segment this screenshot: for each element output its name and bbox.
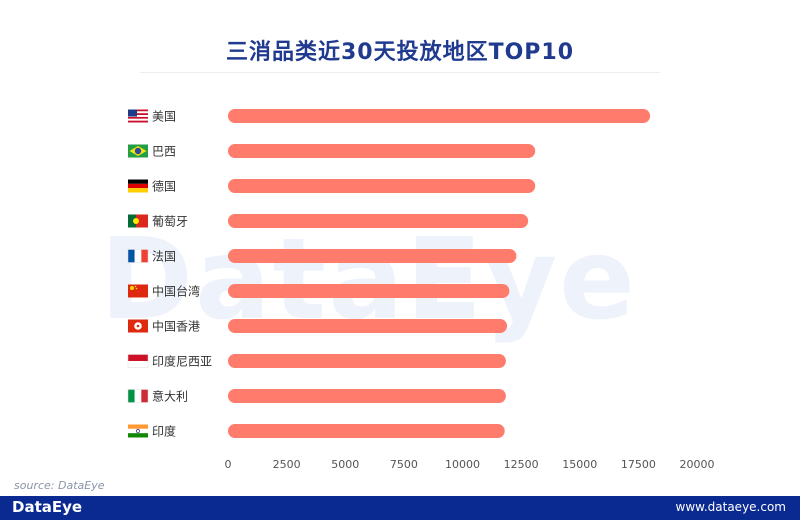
portugal-flag-icon (128, 214, 148, 228)
category-label: 巴西 (152, 145, 176, 159)
italy-flag-icon (127, 389, 149, 403)
category-label: 葡萄牙 (152, 215, 188, 229)
category-label: 意大利 (152, 389, 188, 404)
chart-title: 三消品类近30天投放地区TOP10 (225, 40, 575, 65)
hongkong-flag-icon (128, 319, 148, 333)
x-tick-label: 7500 (390, 458, 418, 471)
category-label: 中国台湾 (152, 284, 200, 299)
germany-flag-icon (128, 179, 148, 193)
india-flag-icon (128, 424, 148, 438)
x-tick-label: 17500 (621, 458, 656, 471)
x-tick-label: 2500 (273, 458, 301, 471)
x-tick-label: 0 (225, 458, 232, 471)
title-divider (140, 72, 660, 73)
footer-url[interactable]: www.dataeye.com (675, 500, 787, 514)
x-tick-label: 15000 (562, 458, 597, 471)
source-note: source: DataEye (14, 479, 104, 492)
source-value: DataEye (57, 479, 105, 492)
indonesia-flag-icon (127, 354, 149, 368)
brazil-flag-icon (128, 144, 148, 158)
x-tick-label: 10000 (445, 458, 480, 471)
footer-bar: DataEye www.dataeye.com (0, 496, 800, 520)
category-label: 美国 (152, 110, 176, 124)
category-label: 法国 (152, 250, 176, 264)
x-tick-label: 20000 (680, 458, 715, 471)
x-tick-label: 5000 (331, 458, 359, 471)
france-flag-icon (127, 249, 149, 263)
source-label: source: (14, 479, 55, 492)
category-label: 印度 (152, 424, 176, 439)
footer-logo: DataEye (12, 498, 83, 516)
category-label: 印度尼西亚 (152, 354, 212, 369)
category-label: 中国香港 (152, 319, 200, 334)
us-flag-icon (128, 109, 148, 123)
category-label: 德国 (152, 179, 176, 194)
taiwan-flag-icon (128, 284, 148, 298)
x-tick-label: 12500 (504, 458, 539, 471)
